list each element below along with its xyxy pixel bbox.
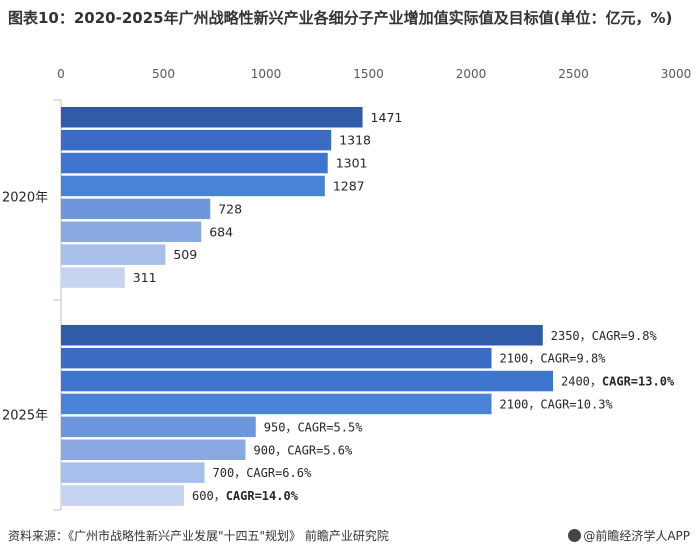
bar [61, 393, 492, 415]
bar [61, 347, 492, 369]
data-label-cagr: CAGR=13.0% [602, 375, 675, 389]
category-label: 2025年 [2, 409, 48, 424]
bar [61, 370, 553, 392]
data-label: 900，CAGR=5.6% [254, 443, 353, 457]
data-label-cagr: CAGR=5.5% [297, 420, 363, 434]
brand-logo-icon [568, 529, 582, 542]
data-label: 2100，CAGR=10.3% [500, 397, 614, 411]
data-label-value: 700， [213, 466, 247, 480]
bar [61, 267, 125, 288]
bar [61, 129, 332, 151]
data-label-cagr: CAGR=14.0% [226, 489, 299, 503]
bar [61, 416, 256, 438]
data-label-value: 950， [264, 420, 298, 434]
data-label: 1471 [371, 110, 403, 125]
data-label: 600，CAGR=14.0% [192, 489, 299, 503]
x-tick-label: 1000 [251, 67, 282, 81]
x-tick-label: 500 [152, 67, 175, 81]
data-label: 1318 [339, 133, 371, 148]
data-label: 2100，CAGR=9.8% [500, 352, 607, 366]
x-tick-label: 0 [57, 67, 65, 81]
x-tick-label: 2000 [456, 67, 487, 81]
data-label: 1287 [333, 178, 365, 193]
data-label: 684 [209, 224, 233, 239]
bar [61, 198, 211, 220]
data-label: 950，CAGR=5.5% [264, 420, 363, 434]
bar [61, 152, 328, 174]
x-tick-label: 3000 [661, 67, 692, 81]
brand-credit: @前瞻经济学人APP [568, 527, 690, 544]
bar [61, 462, 205, 483]
bar [61, 485, 184, 506]
data-label-cagr: CAGR=10.3% [540, 397, 613, 411]
x-tick-label: 2500 [558, 67, 589, 81]
category-label: 2020年 [2, 191, 48, 206]
chart-title: 图表10：2020-2025年广州战略性新兴产业各细分子产业增加值实际值及目标值… [8, 9, 673, 27]
data-label-value: 2100， [500, 397, 541, 411]
bar [61, 244, 166, 265]
bar [61, 107, 363, 128]
data-label-value: 600， [192, 489, 226, 503]
data-label-cagr: CAGR=9.8% [592, 329, 658, 343]
data-label-cagr: CAGR=6.6% [246, 466, 312, 480]
bar [61, 175, 325, 197]
data-label-value: 2100， [500, 352, 541, 366]
bar [61, 439, 246, 460]
data-label-value: 900， [254, 443, 288, 457]
data-label-cagr: CAGR=9.8% [540, 352, 606, 366]
data-label: 2400，CAGR=13.0% [561, 375, 675, 389]
x-tick-label: 1500 [353, 67, 384, 81]
data-label-cagr: CAGR=5.6% [287, 443, 353, 457]
brand-text: @前瞻经济学人APP [583, 529, 690, 543]
source-note: 资料来源：《广州市战略性新兴产业发展"十四五"规划》 前瞻产业研究院 [8, 529, 389, 543]
data-label: 2350，CAGR=9.8% [551, 329, 658, 343]
data-label: 728 [218, 201, 242, 216]
bar [61, 325, 543, 346]
bar [61, 221, 202, 242]
data-label: 311 [133, 270, 157, 285]
data-label: 700，CAGR=6.6% [213, 466, 312, 480]
data-label: 1301 [336, 156, 368, 171]
data-label-value: 2400， [561, 375, 602, 389]
data-label: 509 [173, 247, 197, 262]
data-label-value: 2350， [551, 329, 592, 343]
